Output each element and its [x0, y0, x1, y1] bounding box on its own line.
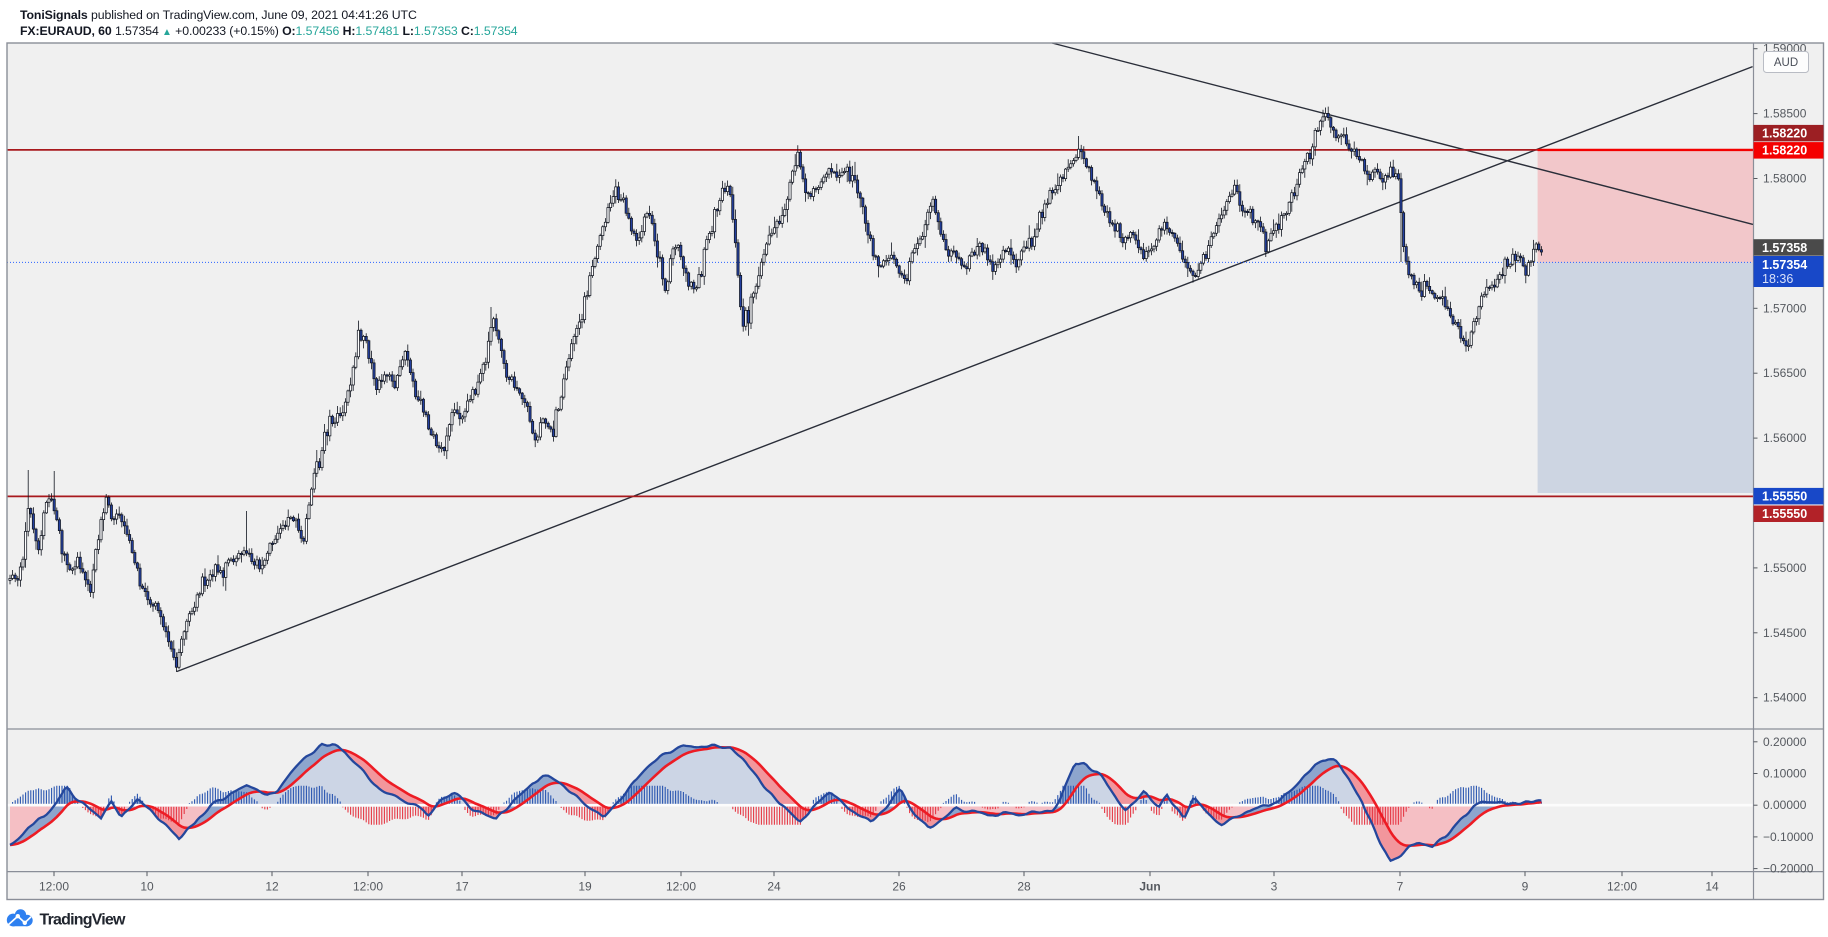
svg-text:12:00: 12:00	[39, 880, 69, 894]
svg-text:14: 14	[1705, 880, 1719, 894]
svg-text:9: 9	[1522, 880, 1529, 894]
svg-text:1.54000: 1.54000	[1763, 691, 1807, 705]
svg-text:19: 19	[578, 880, 592, 894]
svg-text:12:00: 12:00	[666, 880, 696, 894]
svg-text:1.57354: 1.57354	[1762, 258, 1807, 272]
svg-text:−0.10000: −0.10000	[1763, 830, 1814, 844]
svg-text:12: 12	[265, 880, 279, 894]
svg-text:1.58220: 1.58220	[1762, 127, 1807, 141]
svg-text:24: 24	[767, 880, 781, 894]
svg-text:1.56500: 1.56500	[1763, 366, 1807, 380]
svg-text:10: 10	[140, 880, 154, 894]
svg-text:1.55550: 1.55550	[1762, 490, 1807, 504]
svg-text:TradingView: TradingView	[40, 912, 127, 929]
svg-text:1.56000: 1.56000	[1763, 431, 1807, 445]
svg-text:12:00: 12:00	[1607, 880, 1637, 894]
svg-text:AUD: AUD	[1774, 57, 1798, 69]
svg-text:1.54500: 1.54500	[1763, 626, 1807, 640]
svg-text:1.58500: 1.58500	[1763, 107, 1807, 121]
svg-text:1.55550: 1.55550	[1762, 507, 1807, 521]
svg-text:0.00000: 0.00000	[1763, 798, 1807, 812]
svg-text:0.10000: 0.10000	[1763, 767, 1807, 781]
svg-text:−0.20000: −0.20000	[1763, 862, 1814, 876]
svg-text:ToniSignals published on Tradi: ToniSignals published on TradingView.com…	[20, 8, 417, 22]
svg-text:17: 17	[455, 880, 469, 894]
svg-text:1.57358: 1.57358	[1762, 241, 1807, 255]
svg-text:1.55000: 1.55000	[1763, 561, 1807, 575]
svg-text:1.58000: 1.58000	[1763, 172, 1807, 186]
svg-text:28: 28	[1017, 880, 1031, 894]
svg-text:18:36: 18:36	[1762, 272, 1793, 286]
svg-text:FX:EURAUD, 60 1.57354 ▲ +0.00: FX:EURAUD, 60 1.57354 ▲ +0.00233 (+0.15%…	[20, 24, 518, 38]
svg-text:Jun: Jun	[1139, 880, 1160, 894]
svg-text:0.20000: 0.20000	[1763, 735, 1807, 749]
svg-text:26: 26	[892, 880, 906, 894]
svg-text:12:00: 12:00	[353, 880, 383, 894]
svg-text:1.57000: 1.57000	[1763, 301, 1807, 315]
svg-text:7: 7	[1397, 880, 1404, 894]
svg-text:1.58220: 1.58220	[1762, 144, 1807, 158]
svg-text:3: 3	[1271, 880, 1278, 894]
